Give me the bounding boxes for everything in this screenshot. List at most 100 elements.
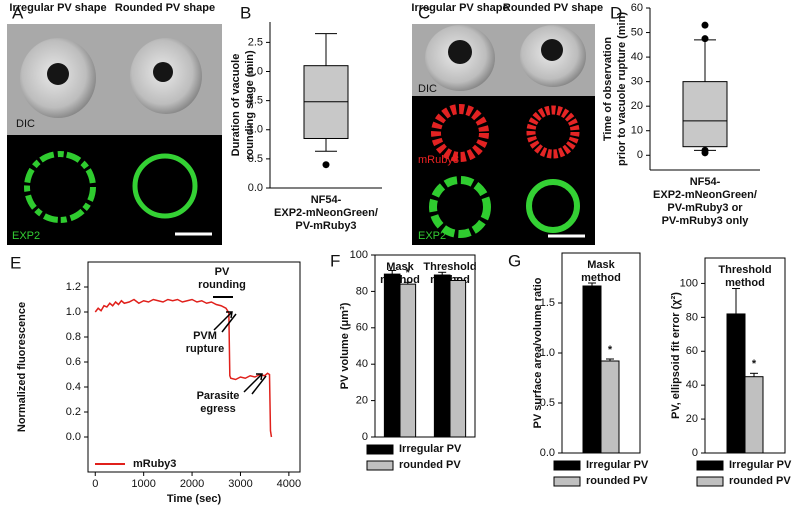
y-tick-label: 20	[686, 413, 698, 425]
y-tick-label: 80	[686, 311, 698, 323]
annotation: rupture	[186, 343, 225, 355]
x-axis-label: NF54-	[690, 176, 721, 188]
category-label: Mask	[587, 259, 615, 271]
bar	[383, 273, 401, 438]
y-tick-label: 0.4	[66, 381, 81, 393]
annotation: Parasite	[197, 390, 240, 402]
x-tick-label: 4000	[277, 478, 301, 490]
x-axis-label: NF54-	[311, 194, 342, 206]
legend-label: rounded PV	[399, 459, 461, 471]
x-tick-label: 2000	[180, 478, 204, 490]
legend-label: Irregular PV	[399, 443, 462, 455]
annotation: PV	[215, 266, 230, 278]
legend-swatch	[366, 444, 394, 455]
column-title: Rounded PV shape	[503, 2, 603, 14]
box	[682, 81, 728, 148]
legend-swatch	[553, 476, 581, 487]
x-axis-label: Time (sec)	[167, 493, 222, 505]
panel-label: E	[10, 253, 21, 272]
column-title: Irregular PV shape	[411, 2, 508, 14]
category-label: method	[581, 272, 621, 284]
channel-label: EXP2	[418, 230, 446, 242]
y-tick-label: 0	[692, 447, 698, 459]
y-tick-label: 10	[631, 125, 643, 137]
y-axis-label: prior to vacuole rupture (min)	[616, 12, 628, 166]
legend-label: rounded PV	[729, 475, 791, 487]
y-tick-label: 60	[356, 322, 368, 334]
y-tick-label: 0	[637, 149, 643, 161]
x-axis-label: PV-mRuby3	[295, 220, 356, 232]
y-tick-label: 2.5	[248, 36, 263, 48]
x-tick-label: 1000	[131, 478, 155, 490]
channel-label: DIC	[418, 83, 437, 95]
x-tick-label: 0	[92, 478, 98, 490]
channel-label: EXP2	[12, 230, 40, 242]
significance: *	[608, 344, 613, 356]
bar	[726, 313, 746, 454]
bar	[399, 283, 417, 438]
annotation: PVM	[193, 330, 217, 342]
y-tick-label: 100	[350, 249, 368, 261]
bar	[433, 274, 451, 438]
panel-label: D	[610, 3, 622, 22]
channel-label: DIC	[16, 118, 35, 130]
y-tick-label: 1.0	[66, 306, 81, 318]
y-axis-label: PV volume (μm³)	[339, 302, 351, 389]
bar	[600, 360, 620, 454]
y-tick-label: 30	[631, 76, 643, 88]
outlier	[701, 35, 709, 43]
category-label: Threshold	[718, 264, 771, 276]
y-tick-label: 0.0	[540, 447, 555, 459]
legend-label: mRuby3	[133, 458, 176, 470]
panel-label: B	[240, 3, 251, 22]
category-label: Threshold	[423, 261, 476, 273]
legend-label: rounded PV	[586, 475, 648, 487]
annotation: rounding	[198, 279, 246, 291]
y-tick-label: 40	[356, 358, 368, 370]
line	[94, 298, 273, 438]
plot-frame	[87, 261, 301, 473]
plot-frame	[374, 254, 476, 438]
bar	[449, 279, 467, 438]
y-tick-label: 1.5	[248, 95, 263, 107]
bar	[582, 285, 602, 454]
image-panel-a	[7, 24, 222, 245]
bar	[744, 376, 764, 454]
image-panel-c	[412, 24, 595, 245]
y-tick-label: 60	[686, 345, 698, 357]
legend-swatch	[366, 460, 394, 471]
y-tick-label: 0.5	[248, 153, 263, 165]
legend-swatch	[696, 476, 724, 487]
y-axis-label: PV, ellipsoid fit error (χ²)	[670, 292, 682, 419]
y-tick-label: 60	[631, 2, 643, 14]
panel-label: A	[12, 3, 24, 22]
legend-swatch	[696, 460, 724, 471]
significance: *	[406, 267, 411, 279]
legend-label: Irregular PV	[729, 459, 792, 471]
significance: *	[752, 358, 757, 370]
y-tick-label: 0.8	[66, 331, 81, 343]
y-axis-label: Duration of vacuole	[230, 54, 242, 157]
x-tick-label: 3000	[228, 478, 252, 490]
y-tick-label: 0.6	[66, 356, 81, 368]
y-tick-label: 0.0	[66, 431, 81, 443]
y-tick-label: 0	[362, 431, 368, 443]
y-tick-label: 20	[631, 100, 643, 112]
legend-label: Irregular PV	[586, 459, 649, 471]
y-tick-label: 20	[356, 395, 368, 407]
y-tick-label: 0.2	[66, 406, 81, 418]
x-axis-label: PV-mRuby3 only	[662, 215, 750, 227]
y-tick-label: 2.0	[248, 65, 263, 77]
category-label: method	[725, 277, 765, 289]
annotation-arrow	[243, 373, 267, 395]
legend-swatch	[553, 460, 581, 471]
y-tick-label: 1.2	[66, 281, 81, 293]
outlier	[322, 161, 330, 169]
y-axis-label: Normalized fluorescence	[16, 302, 28, 432]
y-tick-label: 0.5	[540, 397, 555, 409]
panel-label: C	[418, 3, 430, 22]
y-tick-label: 40	[631, 51, 643, 63]
y-tick-label: 100	[680, 277, 698, 289]
column-title: Irregular PV shape	[9, 2, 106, 14]
